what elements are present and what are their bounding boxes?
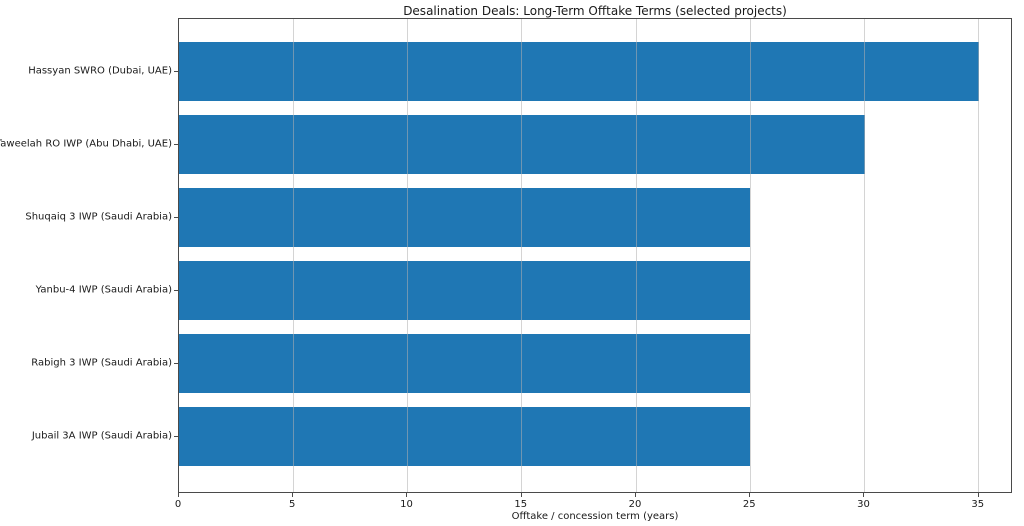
x-tick-label: 25 [742, 499, 756, 510]
gridline-x-10 [407, 19, 408, 492]
x-tick-mark [520, 493, 522, 497]
x-tick-mark [292, 493, 294, 497]
plot-area [178, 18, 1012, 493]
bar-0 [179, 42, 979, 101]
x-tick-mark [863, 493, 865, 497]
x-tick-label: 30 [857, 499, 870, 510]
y-tick-label: Shuqaiq 3 IWP (Saudi Arabia) [25, 211, 172, 222]
x-tick-mark [634, 493, 636, 497]
y-tick-mark [174, 216, 178, 218]
x-axis-label: Offtake / concession term (years) [511, 511, 679, 522]
gridline-x-25 [749, 19, 751, 492]
x-tick-label: 0 [174, 499, 182, 510]
chart-title: Desalination Deals: Long-Term Offtake Te… [403, 4, 787, 18]
x-tick-label: 20 [628, 499, 642, 510]
y-tick-label: Yanbu-4 IWP (Saudi Arabia) [35, 284, 172, 295]
bar-4 [179, 334, 751, 393]
gridline-x-5 [292, 19, 294, 492]
y-tick-mark [174, 435, 178, 437]
bar-2 [179, 188, 751, 247]
gridline-x-15 [521, 19, 523, 492]
x-tick-mark [749, 493, 751, 497]
gridline-x-30 [864, 19, 865, 492]
gridline-x-20 [635, 19, 637, 492]
y-tick-mark [174, 362, 178, 364]
y-tick-label: Taweelah RO IWP (Abu Dhabi, UAE) [0, 138, 172, 149]
y-tick-mark [174, 70, 178, 72]
y-tick-label: Jubail 3A IWP (Saudi Arabia) [31, 430, 172, 441]
gridline-x-35 [978, 19, 980, 492]
x-tick-label: 5 [289, 499, 296, 510]
x-tick-mark [977, 493, 979, 497]
y-tick-label: Hassyan SWRO (Dubai, UAE) [28, 65, 172, 76]
x-tick-label: 35 [971, 499, 985, 510]
x-tick-mark [178, 493, 179, 497]
x-tick-label: 15 [514, 499, 528, 510]
x-tick-mark [406, 493, 408, 497]
bar-3 [179, 261, 751, 320]
y-tick-mark [174, 289, 178, 291]
bar-5 [179, 407, 751, 466]
x-tick-label: 10 [400, 499, 413, 510]
y-tick-mark [174, 143, 178, 145]
y-tick-label: Rabigh 3 IWP (Saudi Arabia) [31, 357, 172, 368]
